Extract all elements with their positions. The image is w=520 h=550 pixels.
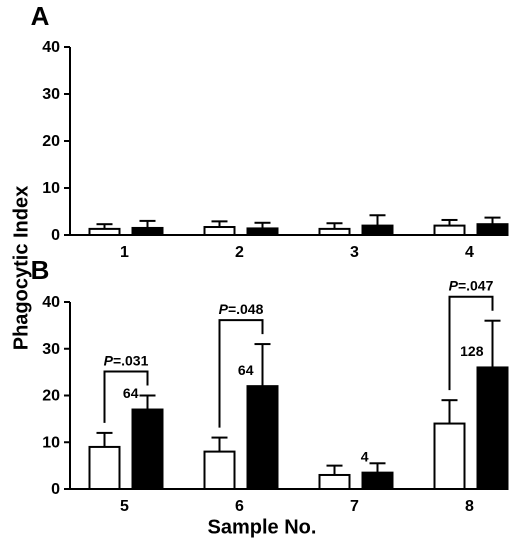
panel-label: A — [31, 1, 50, 31]
bar — [476, 223, 509, 237]
y-tick-label: 40 — [42, 39, 60, 56]
significance-bracket — [218, 319, 264, 428]
bar — [246, 385, 279, 490]
y-tick-label: 10 — [42, 434, 60, 451]
x-axis-title: Sample No. — [208, 516, 317, 538]
y-tick-label: 0 — [51, 481, 60, 498]
x-tick-label: 7 — [350, 498, 359, 515]
bar — [361, 224, 394, 237]
count-label: 128 — [460, 343, 484, 359]
bar — [203, 450, 236, 491]
count-label: 64 — [238, 362, 254, 378]
x-tick-label: 6 — [235, 498, 244, 515]
bar — [246, 227, 279, 236]
bar — [361, 471, 394, 491]
bar — [88, 227, 121, 236]
p-number: =.031 — [113, 352, 149, 368]
bar — [203, 226, 236, 236]
p-symbol: P — [219, 301, 229, 317]
bar — [131, 226, 164, 236]
p-number: =.048 — [228, 301, 264, 317]
p-number: =.047 — [458, 277, 494, 293]
y-tick-label: 30 — [42, 86, 60, 103]
p-value: P=.047 — [449, 277, 494, 293]
x-tick-label: 2 — [235, 244, 244, 261]
bar — [318, 227, 351, 236]
y-axis-title: Phagocytic Index — [10, 186, 32, 351]
significance-bracket — [448, 295, 494, 391]
bar — [433, 224, 466, 237]
significance-bracket — [103, 370, 149, 423]
count-label: 64 — [123, 385, 139, 401]
x-tick-label: 3 — [350, 244, 359, 261]
count-label: 4 — [361, 448, 369, 464]
y-tick-label: 20 — [42, 388, 60, 405]
bar — [318, 473, 351, 491]
bar — [88, 445, 121, 490]
bar — [433, 422, 466, 490]
panel-label: B — [31, 255, 50, 285]
x-tick-label: 5 — [120, 498, 129, 515]
y-tick-label: 40 — [42, 294, 60, 311]
p-symbol: P — [449, 277, 459, 293]
bar — [476, 366, 509, 491]
x-tick-label: 4 — [465, 244, 474, 261]
y-tick-label: 30 — [42, 341, 60, 358]
p-symbol: P — [104, 352, 114, 368]
x-tick-label: 1 — [120, 244, 129, 261]
p-value: P=.048 — [219, 301, 264, 317]
y-tick-label: 20 — [42, 133, 60, 150]
p-value: P=.031 — [104, 352, 149, 368]
y-tick-label: 0 — [51, 227, 60, 244]
bar — [131, 408, 164, 490]
x-tick-label: 8 — [465, 498, 474, 515]
y-tick-label: 10 — [42, 180, 60, 197]
